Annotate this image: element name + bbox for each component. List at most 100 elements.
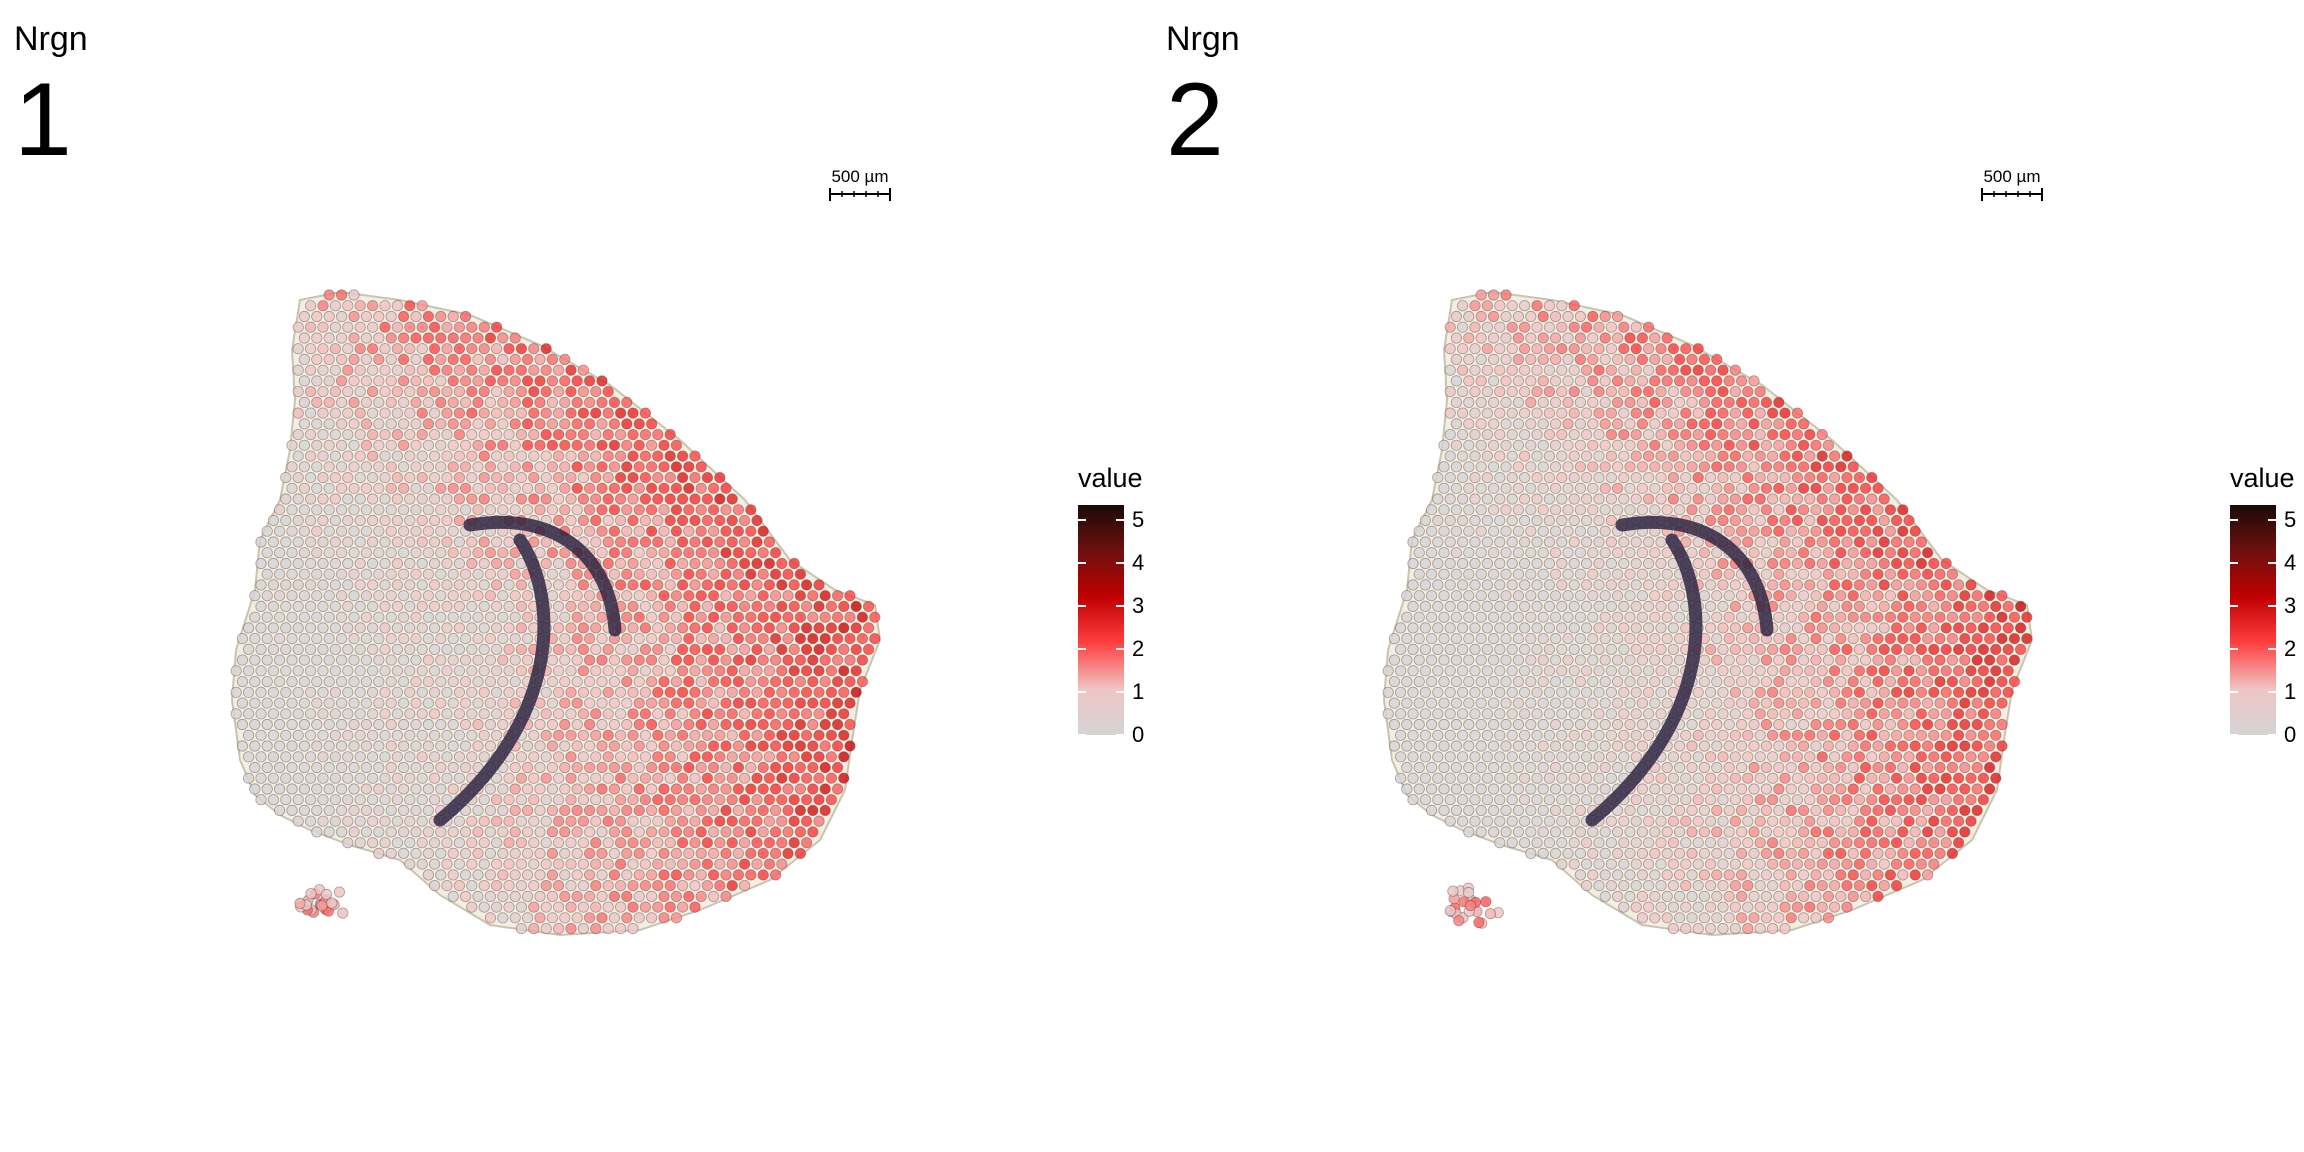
- expression-spot: [1562, 590, 1574, 602]
- expression-spot: [1884, 761, 1897, 774]
- expression-spot: [1562, 697, 1574, 709]
- expression-spot: [776, 815, 788, 827]
- expression-spot: [763, 579, 776, 591]
- expression-spot: [1661, 890, 1673, 903]
- expression-spot: [695, 654, 707, 666]
- expression-spot: [1580, 600, 1593, 613]
- expression-spot: [825, 622, 838, 634]
- expression-spot: [559, 590, 571, 602]
- expression-spot: [1611, 375, 1624, 387]
- expression-spot: [1487, 547, 1500, 559]
- expression-spot: [683, 847, 695, 860]
- expression-spot: [546, 890, 559, 903]
- expression-spot: [484, 783, 496, 795]
- expression-spot: [633, 439, 645, 451]
- expression-spot: [782, 654, 794, 666]
- expression-spot: [478, 450, 490, 462]
- expression-spot: [1469, 643, 1481, 656]
- expression-spot: [1717, 579, 1729, 591]
- expression-spot: [757, 654, 769, 666]
- expression-spot: [1655, 471, 1667, 484]
- expression-spot: [1698, 418, 1711, 430]
- expression-spot: [633, 525, 645, 537]
- expression-spot: [1500, 654, 1512, 666]
- expression-spot: [1766, 428, 1779, 441]
- expression-spot: [1971, 740, 1983, 752]
- expression-spot: [1946, 761, 1959, 774]
- expression-spot: [813, 686, 825, 698]
- expression-spot: [1835, 847, 1847, 860]
- expression-spot: [652, 837, 664, 849]
- expression-spot: [1425, 547, 1438, 559]
- expression-spot: [689, 901, 701, 913]
- expression-spot: [1822, 826, 1835, 838]
- expression-spot: [304, 493, 317, 505]
- expression-spot: [1481, 686, 1493, 698]
- expression-spot: [614, 922, 627, 935]
- expression-spot: [614, 493, 627, 505]
- expression-spot: [1463, 353, 1475, 365]
- expression-spot: [1469, 450, 1481, 462]
- expression-spot: [1549, 504, 1562, 516]
- expression-spot: [515, 879, 528, 892]
- expression-spot: [658, 504, 670, 516]
- expression-spot: [1742, 858, 1754, 870]
- expression-spot: [1742, 450, 1754, 462]
- expression-spot: [1878, 600, 1890, 613]
- expression-spot: [745, 568, 757, 580]
- expression-spot: [1549, 697, 1562, 709]
- expression-spot: [1556, 343, 1568, 355]
- expression-spot: [559, 826, 571, 838]
- expression-spot: [366, 665, 379, 677]
- expression-spot: [596, 611, 608, 623]
- expression-spot: [1574, 332, 1586, 344]
- expression-spot: [1568, 751, 1580, 763]
- expression-spot: [1946, 826, 1959, 838]
- expression-spot: [1562, 504, 1574, 516]
- expression-spot: [1549, 761, 1562, 774]
- expression-spot: [379, 536, 391, 548]
- expression-spot: [1928, 837, 1940, 849]
- expression-spot: [546, 740, 559, 752]
- expression-spot: [1965, 729, 1977, 741]
- expression-spot: [373, 375, 385, 387]
- expression-spot: [1704, 665, 1717, 677]
- expression-spot: [1872, 611, 1884, 623]
- expression-spot: [1816, 858, 1828, 870]
- expression-spot: [236, 740, 248, 752]
- expression-spot: [503, 901, 515, 913]
- expression-spot: [1723, 718, 1735, 731]
- expression-spot: [571, 826, 583, 838]
- expression-spot: [243, 622, 255, 634]
- expression-spot: [1556, 471, 1568, 484]
- expression-spot: [658, 718, 670, 731]
- expression-spot: [1847, 504, 1859, 516]
- expression-spot: [800, 665, 813, 677]
- expression-spot: [1779, 708, 1791, 720]
- expression-spot: [577, 901, 590, 913]
- expression-spot: [819, 697, 831, 709]
- expression-spot: [503, 428, 515, 441]
- expression-spot: [329, 450, 341, 462]
- expression-spot: [1655, 837, 1667, 849]
- expression-spot: [1729, 471, 1742, 484]
- expression-spot: [1630, 858, 1642, 870]
- expression-spot: [776, 772, 788, 784]
- expression-spot: [1965, 815, 1977, 827]
- expression-spot: [1841, 557, 1853, 570]
- expression-spot: [323, 675, 335, 688]
- expression-spot: [1574, 783, 1586, 795]
- expression-spot: [366, 686, 379, 698]
- expression-spot: [354, 450, 366, 462]
- expression-spot: [1810, 611, 1822, 623]
- expression-spot: [335, 332, 348, 344]
- expression-spot: [360, 332, 372, 344]
- expression-spot: [571, 461, 583, 473]
- expression-spot: [503, 794, 515, 806]
- expression-spot: [1915, 794, 1928, 806]
- expression-spot: [1878, 536, 1890, 548]
- expression-spot: [1649, 439, 1661, 451]
- expression-spot: [850, 686, 862, 698]
- expression-spot: [1971, 654, 1983, 666]
- expression-spot: [621, 461, 633, 473]
